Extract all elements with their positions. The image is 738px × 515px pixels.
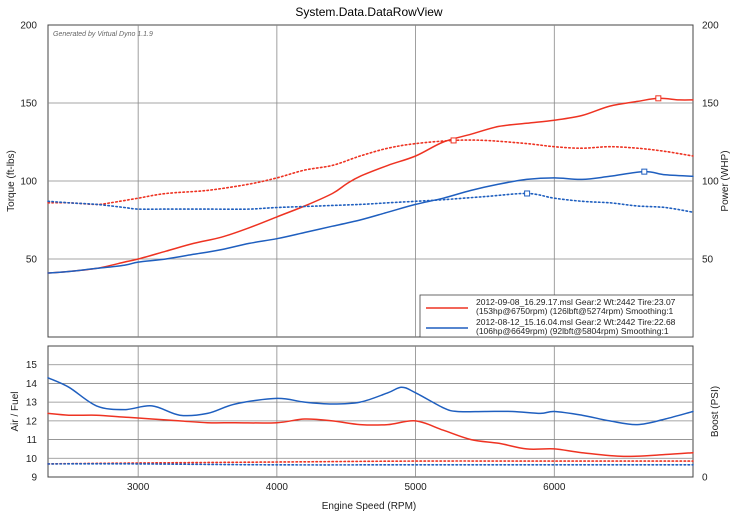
bottom-left-axis-title: Air / Fuel bbox=[10, 391, 21, 431]
peak-marker bbox=[524, 190, 531, 197]
top-series-0 bbox=[47, 97, 694, 274]
peak-marker bbox=[641, 168, 648, 175]
bottom-series-0 bbox=[47, 412, 694, 458]
x-axis-title: Engine Speed (RPM) bbox=[322, 501, 417, 512]
x-tick-label: 6000 bbox=[543, 482, 566, 493]
bottom-series-1 bbox=[47, 377, 694, 426]
chart-title: System.Data.DataRowView bbox=[295, 5, 443, 19]
bottom-series-2 bbox=[47, 460, 694, 465]
bottom-left-tick-label: 14 bbox=[26, 379, 38, 390]
legend-box bbox=[419, 294, 694, 338]
top-series-1 bbox=[47, 139, 694, 206]
bottom-left-tick-label: 13 bbox=[26, 398, 38, 409]
top-left-tick-label: 200 bbox=[20, 21, 37, 32]
top-right-tick-label: 100 bbox=[702, 177, 719, 188]
top-right-tick-label: 150 bbox=[702, 99, 719, 110]
bottom-right-tick-label: 0 bbox=[702, 473, 708, 484]
bottom-left-tick-label: 10 bbox=[26, 454, 38, 465]
bottom-right-axis-title: Boost (PSI) bbox=[710, 386, 721, 437]
top-left-axis-title: Torque (ft-lbs) bbox=[6, 150, 17, 212]
legend-entry-line2: (106hp@6649rpm) (92lbft@5804rpm) Smoothi… bbox=[476, 326, 669, 336]
top-left-tick-label: 50 bbox=[26, 255, 38, 266]
bottom-left-tick-label: 11 bbox=[27, 435, 38, 446]
bottom-panel-frame bbox=[47, 345, 694, 478]
bottom-left-tick-label: 12 bbox=[26, 416, 38, 427]
legend-entry-line2: (153hp@6750rpm) (126lbft@5274rpm) Smooth… bbox=[476, 306, 674, 316]
legend-entry-line1: 2012-09-08_16.29.17.msl Gear:2 Wt:2442 T… bbox=[476, 297, 676, 307]
credit-text: Generated by Virtual Dyno 1.1.9 bbox=[53, 31, 153, 38]
x-tick-label: 3000 bbox=[127, 482, 150, 493]
top-right-axis-title: Power (WHP) bbox=[720, 150, 731, 211]
top-right-tick-label: 50 bbox=[702, 255, 714, 266]
bottom-left-tick-label: 9 bbox=[31, 473, 37, 484]
peak-marker bbox=[655, 95, 662, 102]
peak-marker bbox=[450, 137, 457, 144]
x-tick-label: 4000 bbox=[266, 482, 289, 493]
top-left-tick-label: 100 bbox=[20, 177, 37, 188]
top-series-3 bbox=[47, 192, 694, 213]
legend-entry-line1: 2012-08-12_15.16.04.msl Gear:2 Wt:2442 T… bbox=[476, 317, 676, 327]
top-series-2 bbox=[47, 170, 694, 274]
top-left-tick-label: 150 bbox=[20, 99, 37, 110]
bottom-left-tick-label: 15 bbox=[26, 360, 38, 371]
bottom-series-3 bbox=[47, 463, 694, 466]
top-right-tick-label: 200 bbox=[702, 21, 719, 32]
x-tick-label: 5000 bbox=[404, 482, 427, 493]
